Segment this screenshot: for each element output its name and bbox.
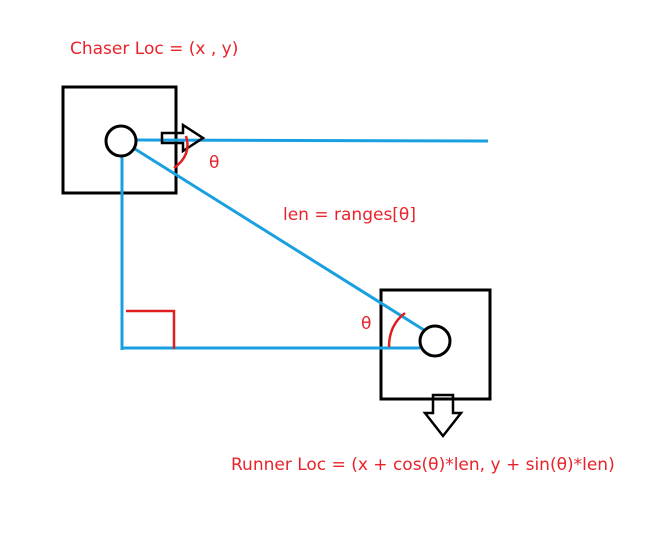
runner-loc-label: Runner Loc = (x + cos(θ)*len, y + sin(θ)… bbox=[231, 455, 615, 475]
right-arrow-icon bbox=[160, 122, 206, 154]
down-arrow-icon bbox=[422, 393, 464, 439]
runner-circle bbox=[418, 324, 452, 358]
range-line bbox=[134, 147, 425, 332]
angle-arc-bottom bbox=[387, 312, 406, 348]
theta-label-top: θ bbox=[209, 153, 219, 173]
angle-arc-top bbox=[173, 135, 189, 170]
runner-box bbox=[379, 288, 492, 401]
right-angle-marker bbox=[126, 309, 176, 349]
heading-line bbox=[134, 138, 489, 143]
len-equation-label: len = ranges[θ] bbox=[283, 205, 416, 225]
chaser-circle bbox=[104, 124, 138, 158]
chaser-loc-label: Chaser Loc = (x , y) bbox=[70, 39, 238, 59]
theta-label-bottom: θ bbox=[361, 314, 371, 334]
